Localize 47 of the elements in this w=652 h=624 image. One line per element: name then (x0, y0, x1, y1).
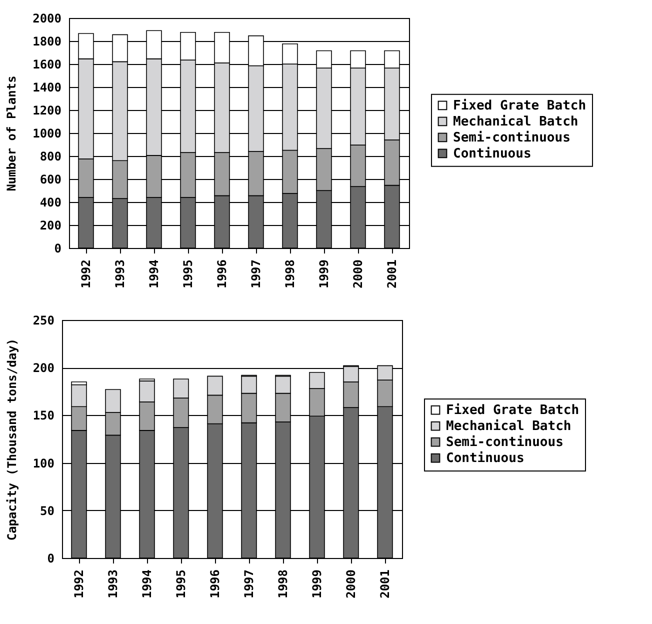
x-tick-label: 2001 (378, 570, 392, 598)
legend-label: Continuous (453, 146, 532, 162)
x-tick-label: 2000 (344, 570, 358, 598)
x-tick-label: 1995 (174, 570, 188, 598)
y-tick-label: 1400 (32, 80, 62, 94)
y-tick-label: 1600 (32, 58, 62, 72)
x-tick-label: 2000 (351, 260, 365, 288)
x-tick-label: 1996 (208, 570, 222, 598)
x-tick-label: 1994 (140, 570, 154, 598)
x-tick-label: 1999 (310, 570, 324, 598)
x-tick-label: 1993 (113, 260, 127, 288)
x-tick-label: 2001 (385, 260, 399, 288)
legend-label: Mechanical Batch (453, 114, 578, 130)
x-tick-label: 1999 (317, 260, 331, 288)
legend-label: Semi-continuous (453, 130, 570, 146)
y-tick-label: 200 (32, 361, 54, 376)
y-tick-label: 0 (54, 242, 62, 256)
x-tick-label: 1993 (106, 570, 120, 598)
y-tick-label: 200 (40, 218, 62, 232)
legend-label: Fixed Grate Batch (453, 98, 586, 114)
legend-label: Continuous (446, 451, 524, 466)
y-tick-label: 600 (40, 172, 62, 186)
x-tick-label: 1998 (283, 260, 297, 288)
x-tick-label: 1992 (79, 260, 93, 288)
x-tick-label: 1997 (242, 570, 256, 598)
y-tick-label: 2000 (32, 12, 62, 26)
y-tick-label: 400 (40, 196, 62, 210)
x-tick-label: 1992 (72, 570, 86, 598)
y-tick-label: 50 (40, 504, 54, 518)
x-tick-label: 1997 (249, 260, 263, 288)
x-tick-label: 1995 (181, 260, 195, 288)
y-tick-label: 100 (32, 456, 54, 470)
y-tick-label: 1000 (32, 126, 62, 140)
y-tick-label: 1800 (32, 34, 62, 48)
y-tick-label: 0 (47, 552, 54, 566)
x-tick-label: 1996 (215, 260, 229, 288)
y-axis-title: Capacity (Thousand tons/day) (4, 338, 19, 541)
legend-label: Fixed Grate Batch (446, 403, 580, 418)
legend-label: Mechanical Batch (446, 419, 572, 434)
y-tick-label: 150 (32, 408, 54, 423)
x-tick-label: 1994 (147, 260, 161, 288)
y-tick-label: 800 (40, 150, 62, 164)
x-tick-label: 1998 (276, 570, 290, 598)
y-tick-label: 1200 (32, 104, 62, 118)
y-axis-title: Number of Plants (4, 76, 19, 192)
y-tick-label: 250 (32, 314, 54, 328)
legend-label: Semi-continuous (446, 435, 564, 450)
